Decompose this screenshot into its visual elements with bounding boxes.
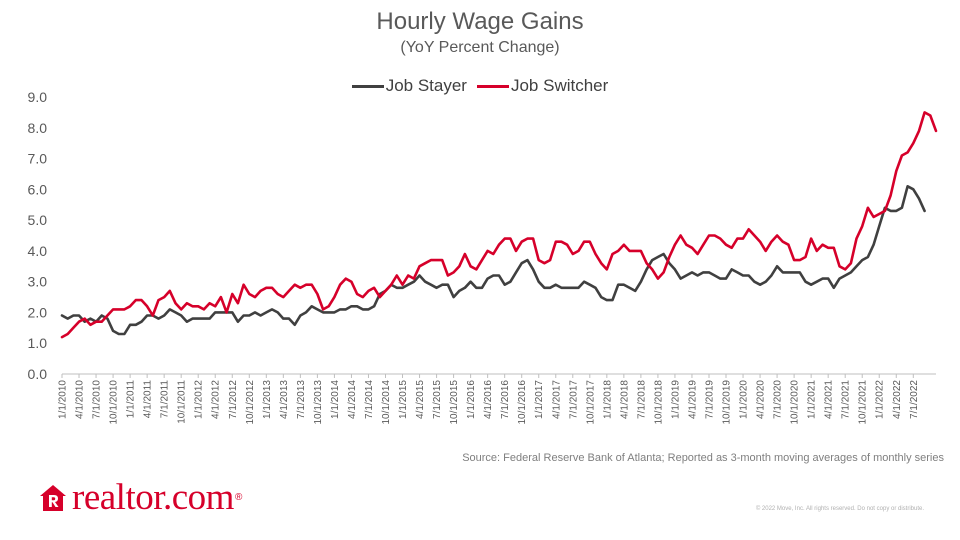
y-tick-label: 3.0 — [28, 274, 48, 290]
x-tick-label: 1/1/2020 — [739, 380, 750, 419]
x-tick-label: 1/1/2016 — [466, 380, 477, 419]
x-tick-label: 7/1/2019 — [704, 380, 715, 419]
x-tick-label: 4/1/2014 — [347, 380, 358, 419]
x-tick-label: 1/1/2022 — [875, 380, 886, 419]
x-tick-label: 7/1/2021 — [841, 380, 852, 419]
x-tick-label: 10/1/2014 — [381, 380, 392, 425]
legend-swatch-job-switcher — [476, 84, 509, 88]
x-tick-label: 1/1/2011 — [126, 380, 137, 419]
x-tick-label: 1/1/2010 — [58, 380, 69, 419]
x-tick-label: 7/1/2013 — [296, 380, 307, 419]
x-tick-label: 7/1/2012 — [228, 380, 239, 419]
series-line-job-switcher — [60, 111, 938, 339]
legend-label-job-stayer: Job Stayer — [385, 76, 467, 95]
logo-registered: ® — [234, 492, 243, 503]
x-tick-label: 10/1/2016 — [517, 380, 528, 425]
x-tick-label: 7/1/2020 — [773, 380, 784, 419]
x-tick-label: 1/1/2018 — [602, 380, 613, 419]
x-tick-label: 10/1/2017 — [585, 380, 596, 425]
x-tick-label: 1/1/2021 — [807, 380, 818, 419]
x-tick-label: 4/1/2011 — [143, 380, 154, 419]
x-tick-label: 4/1/2018 — [619, 380, 630, 419]
x-tick-label: 1/1/2014 — [330, 380, 341, 419]
x-tick-label: 10/1/2019 — [722, 380, 733, 425]
x-tick-label: 10/1/2012 — [245, 380, 256, 425]
x-tick-label: 4/1/2013 — [279, 380, 290, 419]
x-tick-label: 7/1/2011 — [160, 380, 171, 419]
logo-wordmark: realtor.com — [72, 477, 234, 518]
y-tick-label: 9.0 — [28, 89, 48, 105]
source-note: Source: Federal Reserve Bank of Atlanta;… — [462, 452, 944, 464]
x-tick-label: 7/1/2018 — [636, 380, 647, 419]
x-tick-label: 1/1/2015 — [398, 380, 409, 419]
x-tick-label: 10/1/2018 — [653, 380, 664, 425]
x-tick-label: 10/1/2013 — [313, 380, 324, 425]
realtor-logo: realtor.com ® — [38, 476, 242, 519]
legend-swatch-job-stayer — [351, 84, 384, 88]
house-icon — [40, 484, 66, 511]
legend-item-job-switcher: Job Switcher — [476, 76, 609, 96]
x-tick-label: 4/1/2012 — [211, 380, 222, 419]
x-tick-label: 7/1/2022 — [909, 380, 920, 419]
x-tick-label: 10/1/2010 — [109, 380, 120, 425]
chart-subtitle: (YoY Percent Change) — [400, 39, 560, 56]
y-tick-label: 4.0 — [28, 243, 48, 259]
x-tick-label: 1/1/2012 — [194, 380, 205, 419]
x-tick-label: 4/1/2010 — [75, 380, 86, 419]
x-tick-label: 7/1/2017 — [568, 380, 579, 419]
chart-title: Hourly Wage Gains — [376, 8, 584, 35]
y-tick-label: 2.0 — [28, 304, 48, 320]
y-tick-label: 5.0 — [28, 212, 48, 228]
x-tick-label: 4/1/2020 — [756, 380, 767, 419]
legend-label-job-switcher: Job Switcher — [510, 76, 609, 95]
x-tick-label: 7/1/2010 — [92, 380, 103, 419]
y-tick-label: 1.0 — [28, 335, 48, 351]
x-tick-label: 10/1/2020 — [790, 380, 801, 425]
x-tick-label: 1/1/2013 — [262, 380, 273, 419]
x-tick-label: 4/1/2016 — [483, 380, 494, 419]
legend: Job Stayer Job Switcher — [0, 76, 960, 96]
x-tick-label: 4/1/2015 — [415, 380, 426, 419]
series-line-job-stayer — [60, 185, 926, 336]
y-tick-label: 7.0 — [28, 151, 48, 167]
x-tick-label: 4/1/2017 — [551, 380, 562, 419]
y-tick-label: 8.0 — [28, 120, 48, 136]
x-tick-label: 10/1/2011 — [177, 380, 188, 424]
x-tick-label: 7/1/2014 — [364, 380, 375, 419]
x-tick-label: 10/1/2021 — [858, 380, 869, 425]
x-tick-label: 1/1/2017 — [534, 380, 545, 419]
x-tick-label: 4/1/2019 — [687, 380, 698, 419]
x-tick-label: 4/1/2022 — [892, 380, 903, 419]
x-tick-label: 7/1/2015 — [432, 380, 443, 419]
legend-item-job-stayer: Job Stayer — [351, 76, 467, 96]
x-tick-label: 4/1/2021 — [824, 380, 835, 419]
x-tick-label: 1/1/2019 — [670, 380, 681, 419]
x-tick-label: 7/1/2016 — [500, 380, 511, 419]
y-tick-label: 6.0 — [28, 181, 48, 197]
copyright-notice: © 2022 Move, Inc. All rights reserved. D… — [755, 506, 924, 512]
y-tick-label: 0.0 — [28, 366, 48, 382]
x-tick-label: 10/1/2015 — [449, 380, 460, 425]
